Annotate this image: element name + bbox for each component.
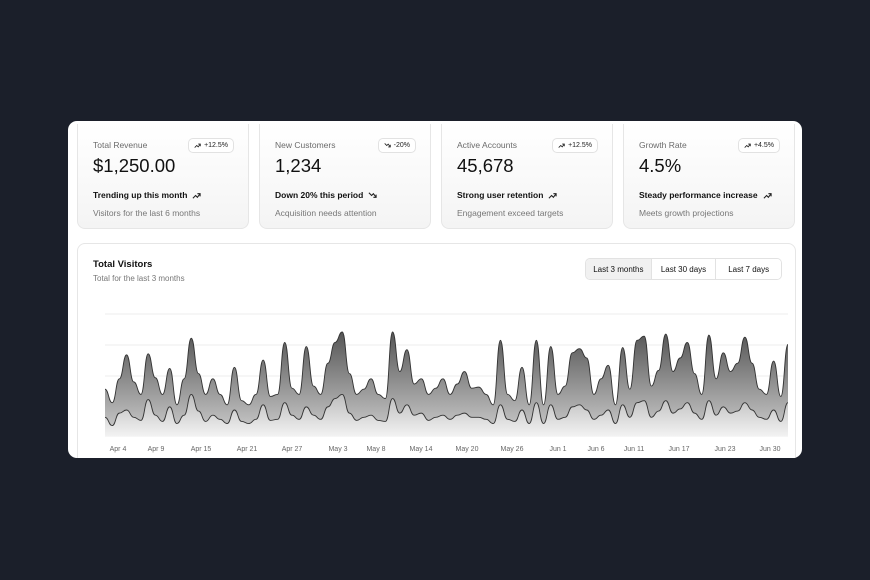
card-trend: Down 20% this period — [275, 190, 377, 200]
trending-up-icon — [548, 192, 558, 199]
x-tick-label: Jun 6 — [587, 446, 604, 453]
trending-up-icon — [194, 143, 201, 148]
card-value: $1,250.00 — [93, 155, 176, 176]
card-subtext: Engagement exceed targets — [457, 208, 564, 218]
card-growth-rate: Growth Rate +4.5% 4.5% Steady performanc… — [623, 124, 795, 229]
series-area-1 — [105, 332, 788, 436]
trending-down-icon — [384, 143, 391, 148]
trending-down-icon — [368, 191, 377, 198]
x-tick-label: Apr 15 — [191, 446, 212, 453]
card-title: New Customers — [275, 140, 336, 150]
x-tick-label: Jun 11 — [624, 446, 645, 453]
card-title: Growth Rate — [639, 140, 687, 150]
panel-subtitle: Total for the last 3 months — [93, 274, 185, 283]
x-tick-label: May 14 — [410, 446, 433, 453]
x-tick-label: May 20 — [456, 446, 479, 453]
card-title: Total Revenue — [93, 140, 148, 150]
x-tick-label: Apr 4 — [110, 446, 127, 453]
panel-title: Total Visitors — [93, 259, 153, 270]
x-tick-label: May 26 — [501, 446, 524, 453]
card-subtext: Visitors for the last 6 months — [93, 208, 201, 218]
card-new-customers: New Customers -20% 1,234 Down 20% this p… — [259, 124, 431, 229]
x-tick-label: Apr 9 — [148, 446, 165, 453]
x-tick-label: May 8 — [366, 446, 385, 453]
series-area-2 — [105, 394, 788, 436]
change-badge: +12.5% — [552, 138, 598, 153]
x-tick-label: Jun 30 — [759, 446, 780, 453]
series-line-2 — [104, 393, 789, 427]
x-tick-label: Jun 17 — [668, 446, 689, 453]
range-last-3-months[interactable]: Last 3 months — [586, 259, 651, 279]
chart-areas — [104, 331, 789, 436]
card-trend: Steady performance increase — [639, 190, 772, 200]
range-last-7-days[interactable]: Last 7 days — [715, 259, 781, 279]
x-tick-label: Jun 23 — [714, 446, 735, 453]
trend-text: Steady performance increase — [639, 190, 758, 200]
card-value: 45,678 — [457, 155, 514, 176]
x-axis-ticks: Apr 4 Apr 9 Apr 15 Apr 21 Apr 27 May 3 May 8 Ma… — [110, 446, 781, 453]
range-last-30-days[interactable]: Last 30 days — [650, 259, 716, 279]
trend-text: Trending up this month — [93, 190, 188, 200]
series-line-1 — [104, 331, 789, 406]
range-toggle: Last 3 months Last 30 days Last 7 days — [585, 258, 782, 280]
x-tick-label: Apr 27 — [282, 446, 303, 453]
trending-up-icon — [192, 192, 202, 199]
x-tick-label: Apr 21 — [237, 446, 258, 453]
badge-value: +12.5% — [568, 142, 592, 149]
badge-value: +4.5% — [753, 142, 774, 149]
x-tick-label: Jun 1 — [549, 446, 566, 453]
trending-up-icon — [744, 143, 751, 148]
card-active-accounts: Active Accounts +12.5% 45,678 Strong use… — [441, 124, 613, 229]
visitors-panel: Apr 4 Apr 9 Apr 15 Apr 21 Apr 27 May 3 May 8 Ma… — [77, 243, 796, 458]
dashboard-frame: Total Revenue +12.5% $1,250.00 Trending … — [68, 121, 802, 458]
trending-up-icon — [558, 143, 565, 148]
card-value: 1,234 — [275, 155, 322, 176]
card-trend: Strong user retention — [457, 190, 558, 200]
stat-cards: Total Revenue +12.5% $1,250.00 Trending … — [77, 124, 796, 229]
change-badge: -20% — [377, 138, 416, 153]
visitors-area-chart: Apr 4 Apr 9 Apr 15 Apr 21 Apr 27 May 3 May 8 Ma… — [104, 313, 789, 453]
card-total-revenue: Total Revenue +12.5% $1,250.00 Trending … — [77, 124, 249, 229]
card-trend: Trending up this month — [93, 190, 202, 200]
card-value: 4.5% — [639, 155, 682, 176]
change-badge: +12.5% — [188, 138, 234, 153]
trending-up-icon — [763, 192, 772, 199]
trend-text: Strong user retention — [457, 190, 544, 200]
badge-value: -20% — [393, 142, 410, 149]
x-tick-label: May 3 — [328, 446, 347, 453]
card-subtext: Acquisition needs attention — [275, 208, 377, 218]
card-subtext: Meets growth projections — [639, 208, 734, 218]
card-title: Active Accounts — [457, 140, 518, 150]
change-badge: +4.5% — [737, 138, 780, 153]
trend-text: Down 20% this period — [275, 190, 364, 200]
badge-value: +12.5% — [204, 142, 228, 149]
